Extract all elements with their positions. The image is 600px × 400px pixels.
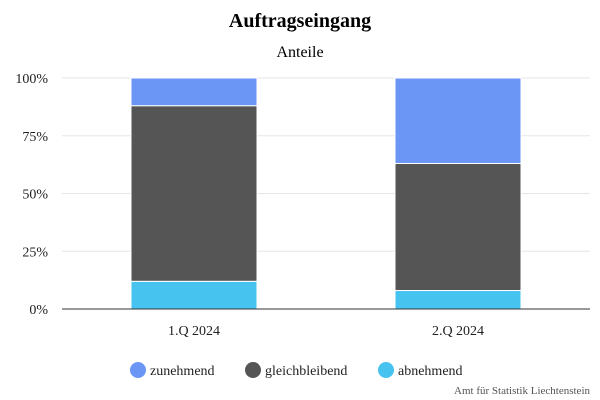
legend-marker-gleichbleibend <box>245 362 261 378</box>
credit-text: Amt für Statistik Liechtenstein <box>454 385 590 397</box>
legend: zunehmend gleichbleibend abnehmend <box>130 362 463 379</box>
legend-label-abnehmend: abnehmend <box>398 364 463 379</box>
legend-label-gleichbleibend: gleichbleibend <box>265 364 347 379</box>
chart-subtitle: Anteile <box>276 44 323 61</box>
bar-segment-abnehmend <box>394 290 522 310</box>
x-tick-label: 2.Q 2024 <box>432 324 484 339</box>
chart-title: Auftragseingang <box>229 10 371 32</box>
bars <box>130 77 522 310</box>
x-axis-ticks: 1.Q 2024 2.Q 2024 <box>168 324 484 339</box>
bar-segment-abnehmend <box>130 280 258 310</box>
y-tick-label: 75% <box>22 130 48 145</box>
y-tick-label: 25% <box>22 245 48 260</box>
bar-segment-gleichbleibend <box>130 105 258 282</box>
y-tick-label: 50% <box>22 188 48 203</box>
legend-marker-zunehmend <box>130 362 146 378</box>
bar-segment-zunehmend <box>394 77 522 164</box>
x-tick-label: 1.Q 2024 <box>168 324 220 339</box>
y-tick-label: 0% <box>29 303 48 318</box>
y-axis-ticks: 0% 25% 50% 75% 100% <box>15 72 48 318</box>
legend-label-zunehmend: zunehmend <box>150 364 215 379</box>
legend-marker-abnehmend <box>378 362 394 378</box>
bar-segment-zunehmend <box>130 77 258 107</box>
y-tick-label: 100% <box>15 72 48 87</box>
bar-segment-gleichbleibend <box>394 162 522 292</box>
